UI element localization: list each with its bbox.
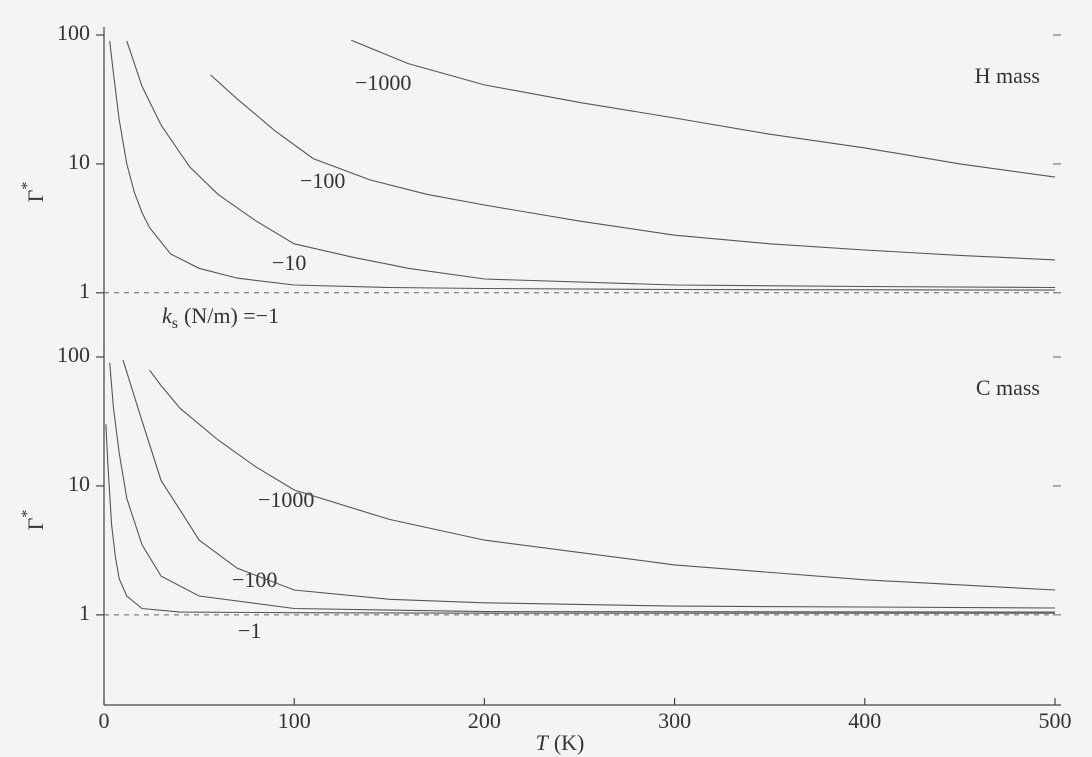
- y-tick-label: 10: [68, 471, 90, 496]
- curve-label: −100: [300, 168, 345, 193]
- panel-annotation: H mass: [975, 63, 1040, 88]
- x-tick-label: 500: [1039, 708, 1072, 733]
- x-label-unit: (K): [554, 730, 585, 755]
- y-axis-label: Γ*: [19, 510, 48, 531]
- x-axis-label: T (K): [536, 730, 585, 755]
- y-label-symbol: Γ: [23, 189, 48, 202]
- curve: [210, 74, 1056, 261]
- curve: [105, 424, 1055, 614]
- x-tick-label: 0: [99, 708, 110, 733]
- curve: [351, 39, 1056, 178]
- y-label-symbol: Γ: [23, 517, 48, 530]
- curve: [122, 359, 1056, 609]
- curve: [126, 40, 1056, 289]
- x-tick-label: 100: [278, 708, 311, 733]
- ks-label: ks (N/m) =−1: [162, 303, 279, 332]
- y-tick-label: 10: [68, 149, 90, 174]
- y-tick-label: 100: [57, 342, 90, 367]
- x-label-symbol: T: [536, 730, 550, 755]
- ks-symbol: k: [162, 303, 173, 328]
- curve-label: −100: [232, 567, 277, 592]
- y-tick-label: 1: [79, 600, 90, 625]
- ks-subscript: s: [172, 315, 178, 332]
- ks-value: −1: [256, 303, 279, 328]
- ks-unit: (N/m) =: [184, 303, 256, 328]
- x-tick-label: 200: [468, 708, 501, 733]
- y-tick-label: 1: [79, 278, 90, 303]
- curve-label: −1000: [355, 70, 411, 95]
- curve: [109, 362, 1056, 613]
- y-label-superscript: *: [19, 510, 36, 518]
- y-label-superscript: *: [19, 182, 36, 190]
- x-tick-label: 400: [848, 708, 881, 733]
- x-tick-label: 300: [658, 708, 691, 733]
- y-axis-label: Γ*: [19, 182, 48, 203]
- curve: [109, 40, 1056, 291]
- curve-label: −10: [272, 250, 306, 275]
- y-tick-label: 100: [57, 20, 90, 45]
- panel-annotation: C mass: [976, 375, 1040, 400]
- curve: [149, 369, 1056, 591]
- curve-label: −1: [238, 618, 261, 643]
- curve-label: −1000: [258, 487, 314, 512]
